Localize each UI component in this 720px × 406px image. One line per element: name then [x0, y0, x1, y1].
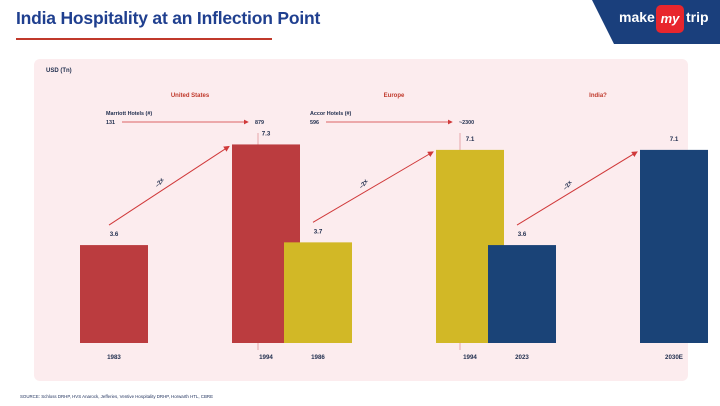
- growth-arrow: [108, 145, 230, 226]
- page-title: India Hospitality at an Inflection Point: [16, 8, 321, 28]
- title-underline: [16, 38, 272, 40]
- growth-label: ~2x: [155, 177, 166, 189]
- bar-value-label: 3.6: [518, 231, 527, 238]
- growth-label: ~2x: [359, 178, 370, 190]
- bar: [80, 245, 148, 343]
- x-tick-label: 1994: [463, 354, 477, 361]
- annotation-label: Accor Hotels (#): [310, 111, 352, 117]
- growth-arrow: [516, 151, 638, 226]
- logo-make-text: make: [619, 9, 655, 25]
- x-tick-label: 1983: [107, 354, 121, 361]
- x-tick-label: 1986: [311, 354, 325, 361]
- logo-my-badge: my: [656, 5, 684, 33]
- source-note: SOURCE: Schloss DRHP, HVS Anarock, Jeffe…: [20, 394, 214, 399]
- unit-label: USD (Tn): [46, 68, 72, 74]
- bar: [488, 245, 556, 343]
- x-tick-label: 2023: [515, 354, 529, 361]
- makemytrip-logo: make my trip: [592, 0, 720, 44]
- growth-arrow: [312, 151, 434, 223]
- annotation-to: ~2300: [459, 120, 474, 126]
- bar-value-label: 7.3: [262, 130, 271, 137]
- bar-value-label: 7.1: [670, 136, 679, 143]
- bar-value-label: 3.7: [314, 228, 323, 235]
- bar: [284, 242, 352, 343]
- growth-label: ~2x: [563, 179, 574, 191]
- bar-value-label: 3.6: [110, 231, 119, 238]
- x-tick-label: 2030E: [665, 354, 683, 361]
- chart-title: India?: [589, 93, 607, 99]
- chart-title: Europe: [384, 93, 405, 99]
- bar: [640, 149, 708, 343]
- annotation-from: 596: [310, 120, 319, 126]
- logo-trip-text: trip: [686, 9, 709, 25]
- annotation-to: 879: [255, 120, 264, 126]
- chart-title: United States: [171, 93, 210, 99]
- x-tick-label: 1994: [259, 354, 273, 361]
- annotation-label: Marriott Hotels (#): [106, 111, 152, 117]
- bar-value-label: 7.1: [466, 136, 475, 143]
- annotation-from: 131: [106, 120, 115, 126]
